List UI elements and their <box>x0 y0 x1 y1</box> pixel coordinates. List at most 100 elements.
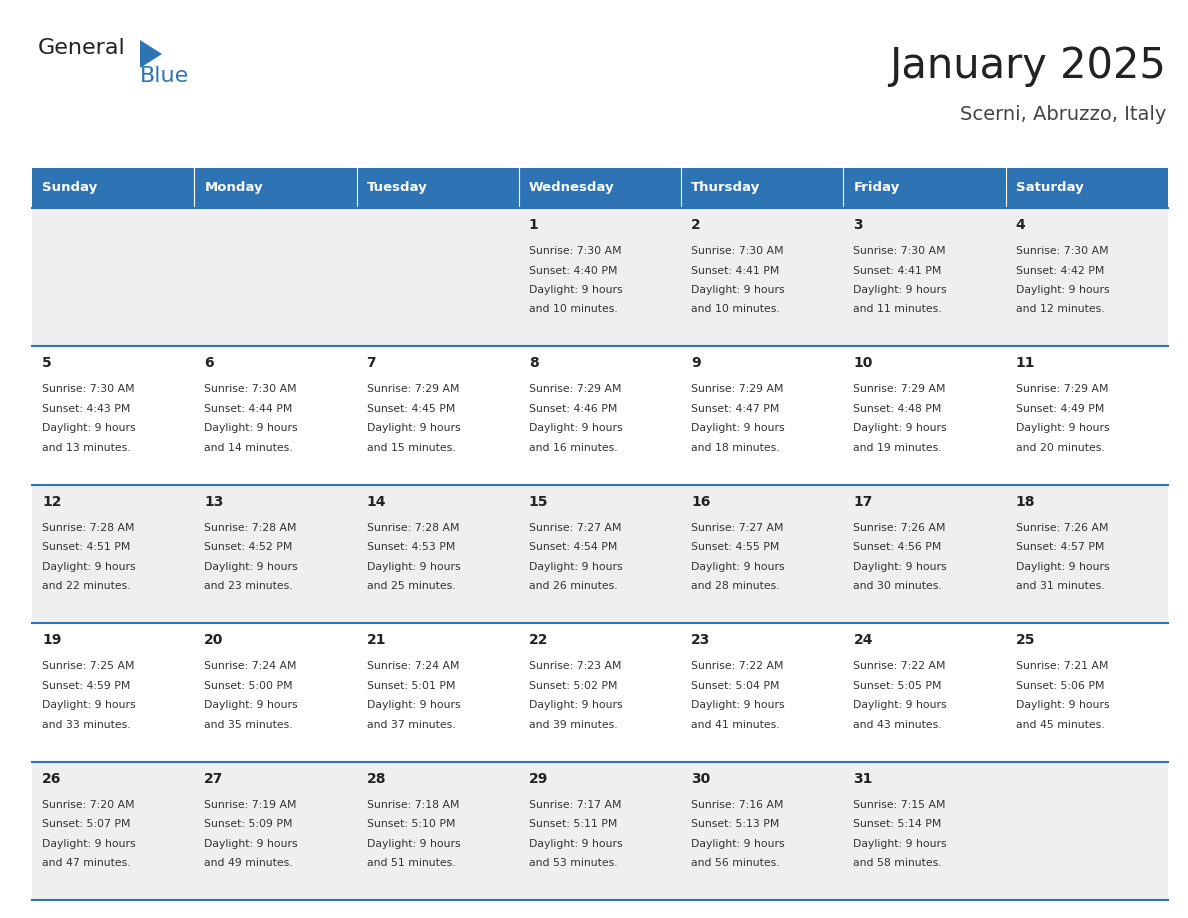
Text: and 19 minutes.: and 19 minutes. <box>853 442 942 453</box>
Text: 26: 26 <box>42 772 62 786</box>
Text: Daylight: 9 hours: Daylight: 9 hours <box>367 700 460 711</box>
Text: Sunset: 4:53 PM: Sunset: 4:53 PM <box>367 543 455 553</box>
Text: Sunset: 5:01 PM: Sunset: 5:01 PM <box>367 681 455 690</box>
Text: Sunset: 4:42 PM: Sunset: 4:42 PM <box>1016 265 1104 275</box>
Bar <box>519 485 681 623</box>
Text: Sunset: 4:47 PM: Sunset: 4:47 PM <box>691 404 779 414</box>
Bar <box>1006 346 1168 485</box>
Text: Daylight: 9 hours: Daylight: 9 hours <box>691 285 785 295</box>
Text: 21: 21 <box>367 633 386 647</box>
Bar <box>681 346 843 485</box>
Text: and 12 minutes.: and 12 minutes. <box>1016 305 1105 315</box>
Text: 3: 3 <box>853 218 862 232</box>
Bar <box>195 762 356 900</box>
Bar <box>195 623 356 762</box>
Text: Sunrise: 7:28 AM: Sunrise: 7:28 AM <box>204 522 297 532</box>
Bar <box>195 168 356 208</box>
Text: 7: 7 <box>367 356 377 370</box>
Bar <box>356 346 519 485</box>
Bar <box>1006 623 1168 762</box>
Text: Sunrise: 7:21 AM: Sunrise: 7:21 AM <box>1016 661 1108 671</box>
Text: and 26 minutes.: and 26 minutes. <box>529 581 618 591</box>
Text: Saturday: Saturday <box>1016 182 1083 195</box>
Text: Sunrise: 7:19 AM: Sunrise: 7:19 AM <box>204 800 297 810</box>
Bar <box>843 485 1006 623</box>
Text: 24: 24 <box>853 633 873 647</box>
Bar <box>519 623 681 762</box>
Text: Sunrise: 7:23 AM: Sunrise: 7:23 AM <box>529 661 621 671</box>
Text: Daylight: 9 hours: Daylight: 9 hours <box>204 839 298 848</box>
Text: Wednesday: Wednesday <box>529 182 614 195</box>
Text: 25: 25 <box>1016 633 1035 647</box>
Text: Sunrise: 7:30 AM: Sunrise: 7:30 AM <box>42 385 134 395</box>
Text: and 53 minutes.: and 53 minutes. <box>529 858 618 868</box>
Text: and 10 minutes.: and 10 minutes. <box>691 305 779 315</box>
Bar <box>843 168 1006 208</box>
Text: Daylight: 9 hours: Daylight: 9 hours <box>1016 562 1110 572</box>
Bar <box>356 485 519 623</box>
Text: Sunset: 4:48 PM: Sunset: 4:48 PM <box>853 404 942 414</box>
Bar <box>1006 762 1168 900</box>
Text: 12: 12 <box>42 495 62 509</box>
Text: 6: 6 <box>204 356 214 370</box>
Text: Sunset: 5:06 PM: Sunset: 5:06 PM <box>1016 681 1104 690</box>
Text: Daylight: 9 hours: Daylight: 9 hours <box>1016 285 1110 295</box>
Text: Sunset: 4:55 PM: Sunset: 4:55 PM <box>691 543 779 553</box>
Text: and 30 minutes.: and 30 minutes. <box>853 581 942 591</box>
Bar <box>32 208 195 346</box>
Text: and 51 minutes.: and 51 minutes. <box>367 858 455 868</box>
Text: Sunrise: 7:24 AM: Sunrise: 7:24 AM <box>367 661 459 671</box>
Text: Sunset: 5:10 PM: Sunset: 5:10 PM <box>367 819 455 829</box>
Text: and 49 minutes.: and 49 minutes. <box>204 858 293 868</box>
Text: 20: 20 <box>204 633 223 647</box>
Text: Daylight: 9 hours: Daylight: 9 hours <box>529 562 623 572</box>
Text: Sunset: 4:52 PM: Sunset: 4:52 PM <box>204 543 292 553</box>
Text: Sunrise: 7:27 AM: Sunrise: 7:27 AM <box>529 522 621 532</box>
Text: Sunset: 4:49 PM: Sunset: 4:49 PM <box>1016 404 1104 414</box>
Text: and 43 minutes.: and 43 minutes. <box>853 720 942 730</box>
Text: and 18 minutes.: and 18 minutes. <box>691 442 779 453</box>
Text: Sunrise: 7:20 AM: Sunrise: 7:20 AM <box>42 800 134 810</box>
Text: Sunset: 4:59 PM: Sunset: 4:59 PM <box>42 681 131 690</box>
Text: and 14 minutes.: and 14 minutes. <box>204 442 293 453</box>
Text: 30: 30 <box>691 772 710 786</box>
Bar <box>356 168 519 208</box>
Text: 28: 28 <box>367 772 386 786</box>
Text: and 13 minutes.: and 13 minutes. <box>42 442 131 453</box>
Bar <box>519 168 681 208</box>
Text: Sunrise: 7:28 AM: Sunrise: 7:28 AM <box>42 522 134 532</box>
Text: 15: 15 <box>529 495 549 509</box>
Bar <box>32 762 195 900</box>
Text: Sunset: 4:54 PM: Sunset: 4:54 PM <box>529 543 618 553</box>
Bar <box>519 762 681 900</box>
Text: Daylight: 9 hours: Daylight: 9 hours <box>691 700 785 711</box>
Text: and 33 minutes.: and 33 minutes. <box>42 720 131 730</box>
Text: Sunrise: 7:29 AM: Sunrise: 7:29 AM <box>529 385 621 395</box>
Text: and 31 minutes.: and 31 minutes. <box>1016 581 1105 591</box>
Polygon shape <box>140 40 162 68</box>
Text: Sunset: 4:46 PM: Sunset: 4:46 PM <box>529 404 618 414</box>
Text: Sunset: 5:02 PM: Sunset: 5:02 PM <box>529 681 618 690</box>
Text: and 22 minutes.: and 22 minutes. <box>42 581 131 591</box>
Text: Sunrise: 7:30 AM: Sunrise: 7:30 AM <box>529 246 621 256</box>
Text: Sunset: 4:57 PM: Sunset: 4:57 PM <box>1016 543 1104 553</box>
Bar <box>195 208 356 346</box>
Bar <box>1006 168 1168 208</box>
Text: 22: 22 <box>529 633 549 647</box>
Text: Sunset: 5:11 PM: Sunset: 5:11 PM <box>529 819 618 829</box>
Bar <box>356 623 519 762</box>
Bar <box>843 208 1006 346</box>
Bar <box>681 762 843 900</box>
Text: Monday: Monday <box>204 182 263 195</box>
Text: Daylight: 9 hours: Daylight: 9 hours <box>853 700 947 711</box>
Text: Sunset: 5:13 PM: Sunset: 5:13 PM <box>691 819 779 829</box>
Text: Sunrise: 7:22 AM: Sunrise: 7:22 AM <box>853 661 946 671</box>
Text: 1: 1 <box>529 218 538 232</box>
Text: 5: 5 <box>42 356 52 370</box>
Text: 18: 18 <box>1016 495 1035 509</box>
Text: Sunset: 5:04 PM: Sunset: 5:04 PM <box>691 681 779 690</box>
Text: Daylight: 9 hours: Daylight: 9 hours <box>691 839 785 848</box>
Text: Sunset: 4:40 PM: Sunset: 4:40 PM <box>529 265 618 275</box>
Text: and 28 minutes.: and 28 minutes. <box>691 581 779 591</box>
Text: Sunrise: 7:22 AM: Sunrise: 7:22 AM <box>691 661 784 671</box>
